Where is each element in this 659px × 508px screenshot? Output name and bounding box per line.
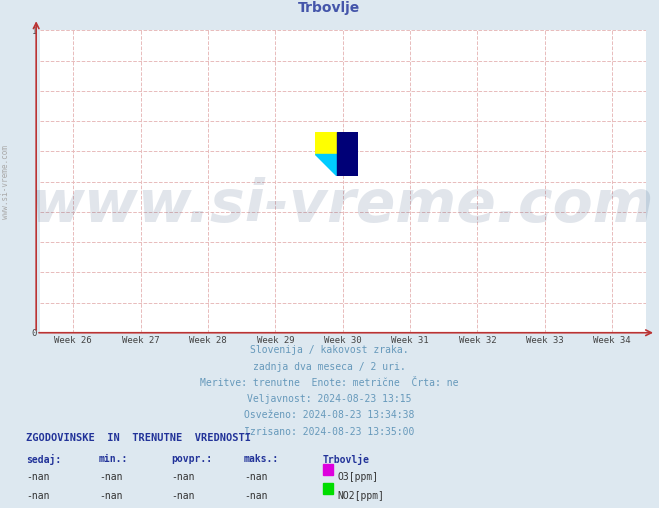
Text: -nan: -nan (99, 472, 123, 483)
Text: -nan: -nan (26, 472, 50, 483)
Text: Osveženo: 2024-08-23 13:34:38: Osveženo: 2024-08-23 13:34:38 (244, 410, 415, 421)
Text: -nan: -nan (26, 491, 50, 501)
Text: Meritve: trenutne  Enote: metrične  Črta: ne: Meritve: trenutne Enote: metrične Črta: … (200, 378, 459, 388)
Text: Veljavnost: 2024-08-23 13:15: Veljavnost: 2024-08-23 13:15 (247, 394, 412, 404)
Text: Slovenija / kakovost zraka.: Slovenija / kakovost zraka. (250, 345, 409, 356)
Text: maks.:: maks.: (244, 454, 279, 464)
Text: -nan: -nan (244, 472, 268, 483)
Text: NO2[ppm]: NO2[ppm] (337, 491, 384, 501)
Polygon shape (316, 133, 337, 154)
Text: -nan: -nan (244, 491, 268, 501)
Text: -nan: -nan (171, 491, 195, 501)
Text: www.si-vreme.com: www.si-vreme.com (1, 145, 10, 218)
Text: www.si-vreme.com: www.si-vreme.com (31, 177, 654, 234)
Text: -nan: -nan (171, 472, 195, 483)
Text: Trbovlje: Trbovlje (299, 1, 360, 15)
Polygon shape (316, 154, 337, 176)
Text: Trbovlje: Trbovlje (323, 454, 370, 465)
Text: ZGODOVINSKE  IN  TRENUTNE  VREDNOSTI: ZGODOVINSKE IN TRENUTNE VREDNOSTI (26, 433, 251, 443)
Polygon shape (337, 133, 358, 176)
Text: O3[ppm]: O3[ppm] (337, 472, 378, 483)
Text: povpr.:: povpr.: (171, 454, 212, 464)
Text: sedaj:: sedaj: (26, 454, 61, 465)
Text: -nan: -nan (99, 491, 123, 501)
Text: min.:: min.: (99, 454, 129, 464)
Text: zadnja dva meseca / 2 uri.: zadnja dva meseca / 2 uri. (253, 362, 406, 372)
Text: Izrisano: 2024-08-23 13:35:00: Izrisano: 2024-08-23 13:35:00 (244, 427, 415, 437)
